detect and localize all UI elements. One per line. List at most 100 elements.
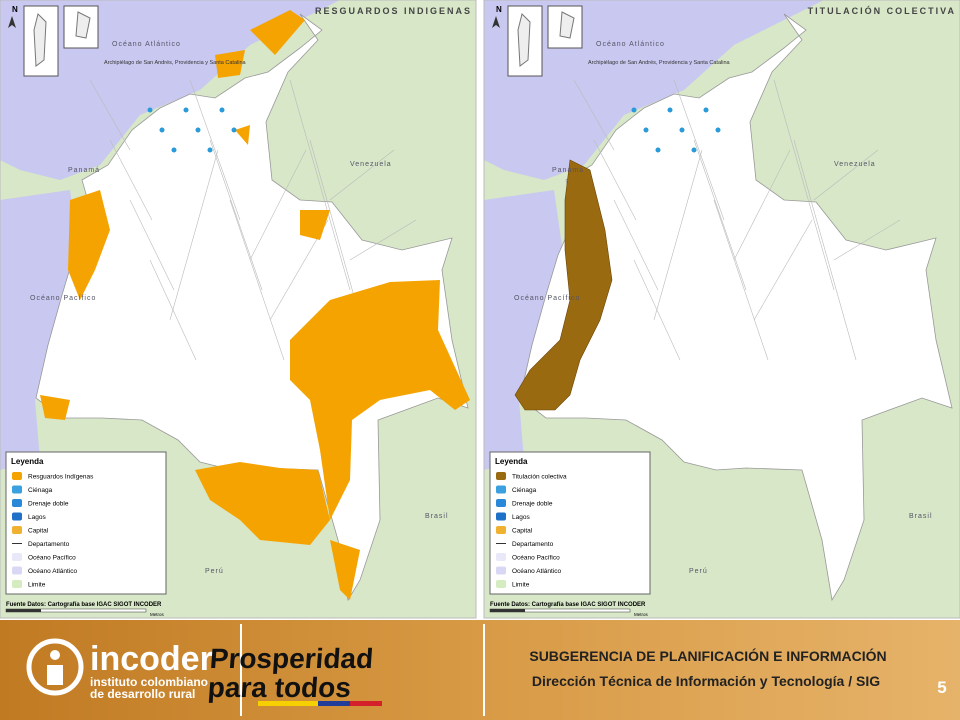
legend-icon <box>12 526 22 534</box>
department-line <box>673 79 725 221</box>
resguardo-area <box>300 210 330 240</box>
legend-title: Leyenda <box>495 457 528 466</box>
department-line <box>613 199 659 291</box>
legend-item: Océano Pacífico <box>28 555 76 562</box>
flag-stripe <box>258 701 318 706</box>
lake <box>159 127 165 133</box>
lake <box>703 107 709 113</box>
map-label: Brasil <box>425 513 449 520</box>
panel-frame <box>483 0 960 619</box>
island <box>75 11 91 39</box>
map-label: Océano Atlántico <box>112 41 181 48</box>
department-line <box>693 139 747 291</box>
map-panel: N Archipiélago de San Andrés, Providencia… <box>0 0 477 619</box>
department-line <box>573 79 615 151</box>
department-line <box>329 149 395 201</box>
north-arrow-icon <box>8 16 16 28</box>
department-line <box>833 219 901 261</box>
department-line <box>813 149 879 201</box>
map-label: Venezuela <box>834 161 876 168</box>
department-line <box>753 219 813 321</box>
legend-item: Titulación colectiva <box>512 474 567 481</box>
footer-subheading: Dirección Técnica de Información y Tecno… <box>532 673 880 689</box>
map-label: Océano Pacífico <box>30 295 96 302</box>
department-line <box>733 149 791 261</box>
legend-item: Océano Atlántico <box>28 568 78 575</box>
legend-item: Drenaje doble <box>28 501 69 508</box>
north-arrow: N <box>496 5 502 14</box>
legend-box <box>489 451 651 595</box>
map-title: TITULACIÓN COLECTIVA <box>808 5 956 16</box>
legend-icon <box>12 580 22 588</box>
legend-icon <box>496 566 506 575</box>
resguardo-area <box>40 395 70 420</box>
source: Fuente Datos: Cartografía base IGAC SIGO… <box>6 602 162 608</box>
department-line <box>209 139 263 291</box>
map-label: Perú <box>205 568 224 575</box>
department-line <box>653 149 703 321</box>
legend-item: Lagos <box>28 514 46 521</box>
flag-stripe <box>318 701 350 706</box>
legend-icon <box>496 526 506 534</box>
colombia <box>519 13 953 602</box>
legend-icon <box>496 485 506 494</box>
titulacion-area <box>514 159 613 411</box>
scale-unit: Metros <box>634 612 649 617</box>
legend-icon <box>12 472 22 480</box>
legend-title: Leyenda <box>11 457 44 466</box>
map-label: Océano Pacífico <box>514 295 580 302</box>
inset-caption: Archipiélago de San Andrés, Providencia … <box>588 60 731 66</box>
island <box>33 13 47 67</box>
panel-frame <box>0 0 477 619</box>
legend-icon <box>12 566 22 575</box>
legend-icon <box>12 553 22 561</box>
logo-sub-box: instituto colombiano de desarrollo rural <box>90 676 208 701</box>
department-line <box>89 79 131 151</box>
footer-band <box>0 620 960 720</box>
legend-icon <box>496 472 506 480</box>
legend-item: Limite <box>28 582 46 589</box>
resguardo-area <box>68 190 110 300</box>
department-line <box>229 199 285 361</box>
island <box>559 11 575 39</box>
department-line <box>249 149 307 261</box>
resguardo-area <box>250 10 305 55</box>
legend-item: Capital <box>512 528 533 535</box>
lake <box>195 127 201 133</box>
lake <box>655 147 661 153</box>
map-body: N Archipiélago de San Andrés, Providencia… <box>484 0 960 618</box>
map-panels: N Archipiélago de San Andrés, Providencia… <box>0 0 960 619</box>
map-body: N Archipiélago de San Andrés, Providencia… <box>0 0 476 618</box>
legend-box <box>5 451 167 595</box>
legend-icon <box>12 499 22 507</box>
ocean-pacific <box>0 190 80 470</box>
legend-item: Departamento <box>28 541 70 548</box>
resguardo-area <box>235 125 250 145</box>
legend: Leyenda Resguardos Indígenas Ciénaga Drenaj… <box>5 451 167 595</box>
department-line <box>169 149 219 321</box>
scale-bar <box>490 609 525 612</box>
flag-stripe <box>350 701 382 706</box>
resguardo-area <box>195 462 330 545</box>
lake <box>183 107 189 113</box>
legend-item: Lagos <box>512 514 530 521</box>
map-title: RESGUARDOS INDIGENAS <box>315 6 472 16</box>
legend-item: Ciénaga <box>28 487 53 494</box>
resguardo-area <box>330 540 360 600</box>
logo-sub: instituto colombiano de desarrollo rural <box>90 676 208 701</box>
map-panel: N Archipiélago de San Andrés, Providencia… <box>483 0 960 619</box>
department-line <box>349 219 417 261</box>
department-line <box>773 79 835 291</box>
department-line <box>109 139 153 221</box>
legend-icon <box>496 499 506 507</box>
north-arrow-icon <box>492 16 500 28</box>
legend-item: Resguardos Indígenas <box>28 474 94 481</box>
legend-icon <box>496 580 506 588</box>
legend-item: Ciénaga <box>512 487 537 494</box>
ocean-pacific <box>484 190 564 470</box>
department-line <box>289 79 351 291</box>
legend-item: Océano Pacífico <box>512 555 560 562</box>
map-label: Perú <box>689 568 708 575</box>
